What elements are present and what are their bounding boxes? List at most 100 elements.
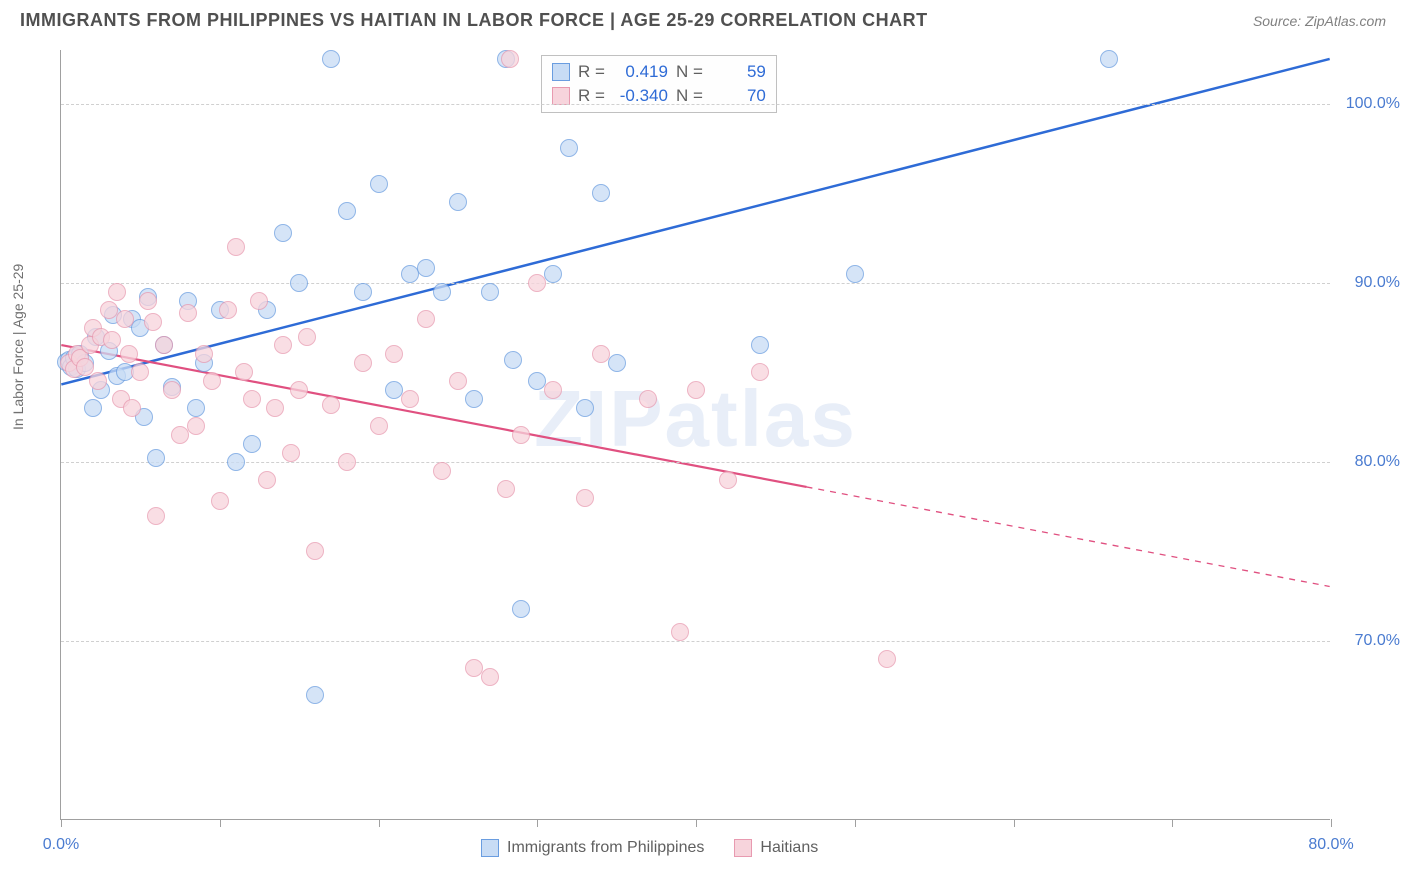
scatter-point [322,396,340,414]
x-tick [855,819,856,827]
legend-swatch-haitians [734,839,752,857]
scatter-point [639,390,657,408]
source-attribution: Source: ZipAtlas.com [1253,13,1386,29]
chart-title: IMMIGRANTS FROM PHILIPPINES VS HAITIAN I… [20,10,928,31]
scatter-point [370,175,388,193]
scatter-point [433,283,451,301]
x-tick [1331,819,1332,827]
n-label: N = [676,62,703,82]
scatter-point [751,363,769,381]
scatter-point [719,471,737,489]
n-value-philippines: 59 [711,62,766,82]
x-tick [220,819,221,827]
scatter-point [84,399,102,417]
scatter-point [481,283,499,301]
scatter-point [576,399,594,417]
scatter-point [123,399,141,417]
scatter-point [370,417,388,435]
scatter-chart: ZIPatlas R = 0.419 N = 59 R = -0.340 N =… [60,50,1330,820]
stats-row-philippines: R = 0.419 N = 59 [552,60,766,84]
scatter-point [139,292,157,310]
scatter-point [163,381,181,399]
scatter-point [608,354,626,372]
scatter-point [433,462,451,480]
scatter-point [155,336,173,354]
r-label: R = [578,62,605,82]
scatter-point [131,363,149,381]
scatter-point [544,265,562,283]
scatter-point [544,381,562,399]
scatter-point [306,686,324,704]
scatter-point [560,139,578,157]
scatter-point [497,480,515,498]
scatter-point [449,372,467,390]
scatter-point [243,390,261,408]
scatter-point [274,224,292,242]
scatter-point [354,283,372,301]
legend: Immigrants from Philippines Haitians [481,839,818,857]
legend-swatch-philippines [481,839,499,857]
scatter-point [306,542,324,560]
scatter-point [147,449,165,467]
scatter-point [671,623,689,641]
scatter-point [120,345,138,363]
scatter-point [235,363,253,381]
header: IMMIGRANTS FROM PHILIPPINES VS HAITIAN I… [0,0,1406,36]
scatter-point [481,668,499,686]
x-tick [379,819,380,827]
swatch-haitians [552,87,570,105]
x-tick [537,819,538,827]
y-tick-label: 90.0% [1355,274,1400,292]
scatter-point [211,492,229,510]
scatter-point [512,600,530,618]
gridline [61,283,1330,284]
legend-item-philippines: Immigrants from Philippines [481,839,704,857]
r-value-philippines: 0.419 [613,62,668,82]
scatter-point [219,301,237,319]
scatter-point [354,354,372,372]
scatter-point [385,345,403,363]
scatter-point [401,390,419,408]
scatter-point [298,328,316,346]
scatter-point [592,184,610,202]
scatter-point [528,274,546,292]
trend-line-extrapolated [806,487,1329,587]
y-tick-label: 80.0% [1355,453,1400,471]
scatter-point [258,471,276,489]
scatter-point [290,274,308,292]
scatter-point [144,313,162,331]
scatter-point [338,453,356,471]
y-tick-label: 70.0% [1355,632,1400,650]
x-tick-label: 0.0% [43,836,79,854]
gridline [61,104,1330,105]
scatter-point [274,336,292,354]
scatter-point [751,336,769,354]
scatter-point [195,345,213,363]
y-tick-label: 100.0% [1346,95,1400,113]
scatter-point [846,265,864,283]
scatter-point [501,50,519,68]
scatter-point [103,331,121,349]
x-tick [696,819,697,827]
scatter-point [108,283,126,301]
swatch-philippines [552,63,570,81]
scatter-point [187,399,205,417]
scatter-point [576,489,594,507]
x-tick-label: 80.0% [1308,836,1353,854]
scatter-point [147,507,165,525]
scatter-point [687,381,705,399]
scatter-point [1100,50,1118,68]
scatter-point [243,435,261,453]
x-tick [61,819,62,827]
scatter-point [465,390,483,408]
scatter-point [417,310,435,328]
scatter-point [266,399,284,417]
y-axis-label: In Labor Force | Age 25-29 [10,264,26,430]
gridline [61,462,1330,463]
scatter-point [89,372,107,390]
scatter-point [322,50,340,68]
scatter-point [449,193,467,211]
legend-label-philippines: Immigrants from Philippines [507,839,704,857]
scatter-point [878,650,896,668]
legend-item-haitians: Haitians [734,839,818,857]
